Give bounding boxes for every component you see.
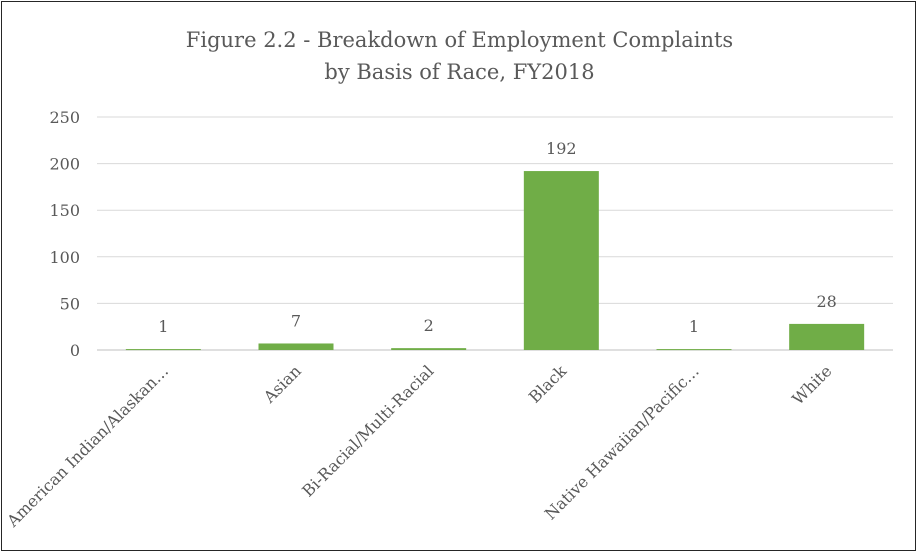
chart-subtitle: by Basis of Race, FY2018 bbox=[324, 60, 595, 84]
bar bbox=[656, 349, 732, 351]
data-label: 1 bbox=[689, 317, 699, 336]
y-tick-label: 200 bbox=[49, 155, 80, 174]
data-label: 1 bbox=[158, 317, 168, 336]
x-tick-label: Native Hawaiian/Pacific… bbox=[541, 361, 703, 523]
x-tick-label: Bi-Racial/Multi-Racial bbox=[298, 361, 437, 500]
y-tick-label: 150 bbox=[49, 201, 80, 220]
x-tick-label: Asian bbox=[259, 361, 305, 407]
data-label: 7 bbox=[291, 311, 301, 330]
bar bbox=[125, 349, 201, 351]
x-tick-label: Black bbox=[525, 361, 571, 407]
bar bbox=[789, 323, 865, 350]
bar bbox=[391, 348, 467, 350]
x-tick-label: White bbox=[788, 361, 835, 408]
chart-title: Figure 2.2 - Breakdown of Employment Com… bbox=[185, 28, 734, 52]
data-label: 2 bbox=[424, 316, 434, 335]
y-tick-label: 100 bbox=[49, 248, 80, 267]
y-tick-label: 50 bbox=[60, 294, 80, 313]
bar bbox=[258, 343, 334, 350]
data-label: 28 bbox=[816, 292, 836, 311]
y-tick-label: 250 bbox=[49, 108, 80, 127]
x-tick-label: American Indian/Alaskan… bbox=[2, 361, 172, 531]
data-label: 192 bbox=[546, 139, 577, 158]
bar bbox=[523, 171, 599, 350]
y-tick-label: 0 bbox=[70, 341, 80, 360]
